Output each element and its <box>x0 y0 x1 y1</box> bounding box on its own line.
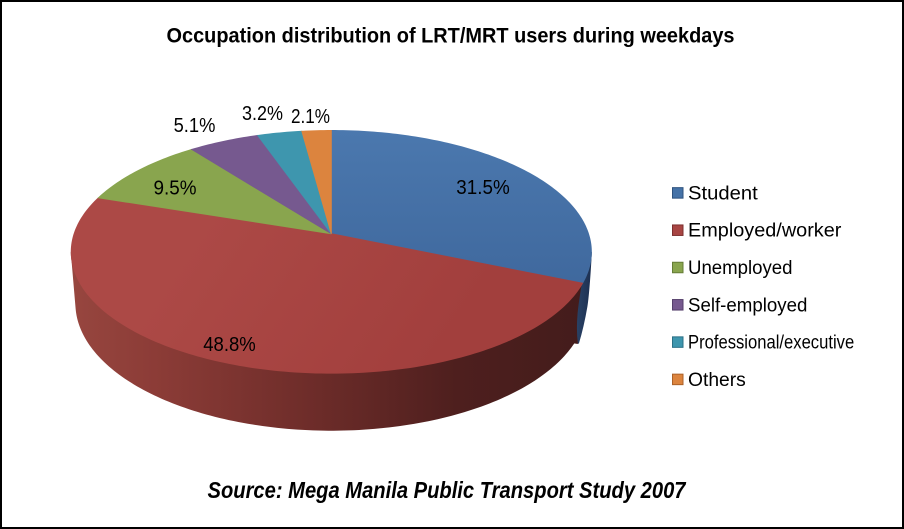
svg-text:Self-employed: Self-employed <box>688 295 807 316</box>
svg-text:Professional/executive: Professional/executive <box>688 333 854 354</box>
svg-text:Employed/worker: Employed/worker <box>688 221 842 242</box>
svg-text:5.1%: 5.1% <box>174 115 216 137</box>
svg-text:9.5%: 9.5% <box>154 178 197 200</box>
svg-text:31.5%: 31.5% <box>456 177 510 199</box>
svg-text:Source: Mega Manila Public Tra: Source: Mega Manila Public Transport Stu… <box>208 477 687 503</box>
svg-text:3.2%: 3.2% <box>242 103 283 125</box>
svg-text:2.1%: 2.1% <box>291 106 330 128</box>
svg-text:48.8%: 48.8% <box>203 334 256 356</box>
svg-text:Student: Student <box>688 183 758 204</box>
svg-text:Others: Others <box>688 370 746 391</box>
svg-text:Unemployed: Unemployed <box>688 258 793 279</box>
svg-text:Occupation distribution of LRT: Occupation distribution of LRT/MRT users… <box>167 24 735 48</box>
